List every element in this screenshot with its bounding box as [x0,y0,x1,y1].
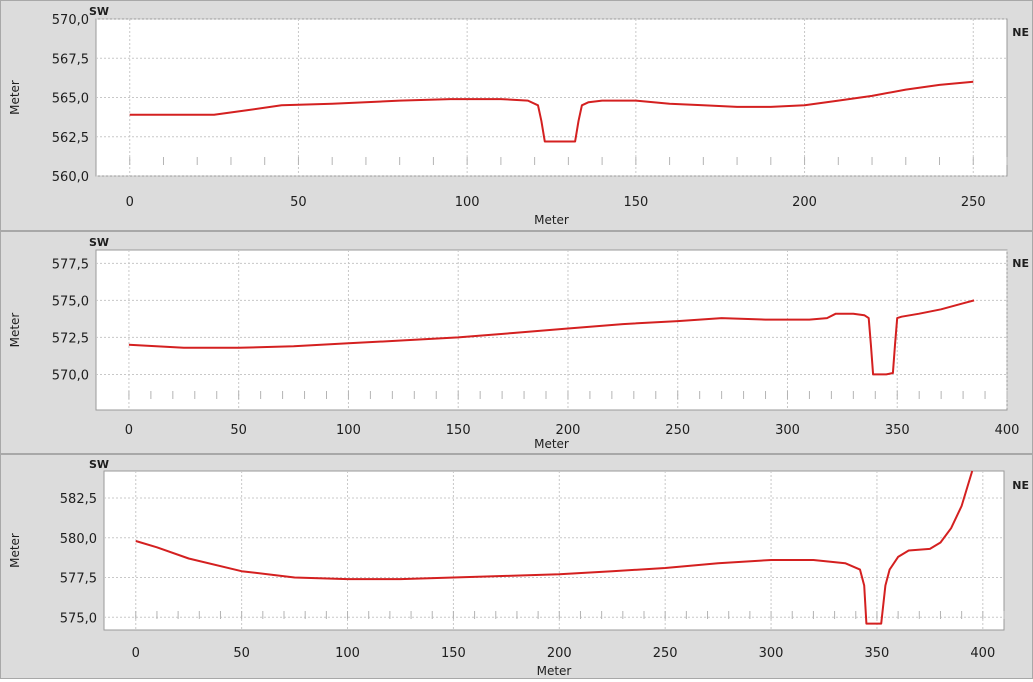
x-tick-label: 350 [885,423,910,438]
y-tick-label: 575,0 [60,611,97,626]
chart-panel-2: 570,0 572,5 575,0 577,5 0 50 100 150 200 250 300 35… [0,231,1033,454]
corner-label-ne: NE [1012,257,1029,270]
x-tick-label: 50 [233,646,250,661]
x-tick-label: 250 [961,195,986,210]
x-axis-label: Meter [537,664,572,678]
y-tick-label: 560,0 [52,170,89,185]
corner-label-sw: SW [89,236,109,249]
corner-label-sw: SW [89,5,109,18]
elevation-profile-line [129,80,974,143]
x-axis-label: Meter [534,213,569,227]
y-axis-label: Meter [8,533,22,568]
x-tick-label: 50 [290,195,307,210]
x-tick-label: 200 [547,646,572,661]
y-axis-label: Meter [8,80,22,115]
x-tick-label: 300 [775,423,800,438]
x-tick-label: 0 [125,423,133,438]
elevation-profile-line [135,470,974,625]
plot-area [103,470,1005,631]
y-tick-label: 562,5 [52,131,89,146]
chart-svg-3: 575,0 577,5 580,0 582,5 0 50 100 150 200 250 300 35… [8,458,1029,678]
x-tick-label: 50 [230,423,247,438]
x-axis-label: Meter [534,437,569,451]
x-tick-label: 250 [665,423,690,438]
corner-label-ne: NE [1012,479,1029,492]
x-tick-label: 150 [623,195,648,210]
y-axis-label: Meter [8,313,22,348]
y-tick-label: 565,0 [52,92,89,107]
elevation-profile-line [128,299,975,376]
x-tick-label: 150 [441,646,466,661]
chart-panel-3: 575,0 577,5 580,0 582,5 0 50 100 150 200 250 300 35… [0,454,1033,679]
y-tick-label: 570,0 [52,13,89,28]
x-tick-label: 0 [126,195,134,210]
x-tick-label: 350 [865,646,890,661]
x-tick-label: 400 [970,646,995,661]
x-tick-label: 200 [556,423,581,438]
x-tick-label: 150 [446,423,471,438]
x-tick-label: 100 [455,195,480,210]
x-tick-label: 100 [336,423,361,438]
y-tick-label: 567,5 [52,52,89,67]
y-tick-label: 582,5 [60,492,97,507]
chart-svg-2: 570,0 572,5 575,0 577,5 0 50 100 150 200 250 300 35… [8,236,1029,451]
x-tick-label: 300 [759,646,784,661]
x-tick-label: 0 [132,646,140,661]
x-tick-label: 100 [335,646,360,661]
y-tick-label: 580,0 [60,532,97,547]
x-tick-label: 400 [995,423,1020,438]
chart-panel-1: 560,0 562,5 565,0 567,5 570,0 0 50 100 150 200 250… [0,0,1033,231]
chart-svg-1: 560,0 562,5 565,0 567,5 570,0 0 50 100 150 200 250… [8,5,1029,227]
x-tick-label: 250 [653,646,678,661]
y-tick-label: 577,5 [60,572,97,587]
y-tick-label: 570,0 [52,368,89,383]
corner-label-ne: NE [1012,26,1029,39]
x-tick-label: 200 [792,195,817,210]
y-tick-label: 572,5 [52,331,89,346]
corner-label-sw: SW [89,458,109,471]
y-tick-label: 577,5 [52,257,89,272]
y-tick-label: 575,0 [52,294,89,309]
